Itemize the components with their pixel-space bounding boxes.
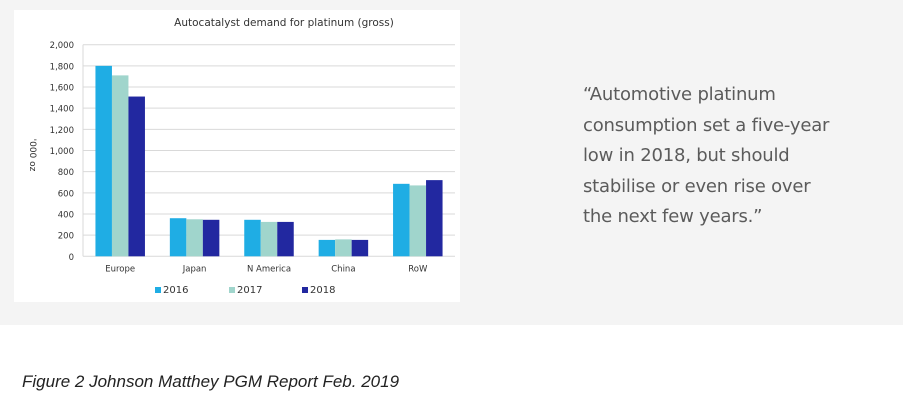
bar-n-america-2016 xyxy=(244,219,261,257)
chart-title: Autocatalyst demand for platinum (gross) xyxy=(174,17,394,29)
y-tick-label: 1,000 xyxy=(50,147,74,157)
legend-swatch-2017 xyxy=(229,287,235,293)
bar-n-america-2017 xyxy=(260,221,278,257)
bar-europe-2016 xyxy=(95,65,112,257)
quote-line: low in 2018, but should xyxy=(583,145,790,166)
x-tick-label: N America xyxy=(247,264,291,274)
bar-row-2018 xyxy=(426,180,443,257)
bar-china-2017 xyxy=(335,239,352,257)
y-tick-label: 1,400 xyxy=(50,105,74,115)
bar-chart: Autocatalyst demand for platinum (gross)… xyxy=(27,17,455,296)
bar-n-america-2018 xyxy=(277,221,294,257)
x-tick-label: Japan xyxy=(182,264,207,274)
y-tick-label: 1,800 xyxy=(50,62,74,72)
y-tick-label: 400 xyxy=(58,210,74,220)
chart-panel: Autocatalyst demand for platinum (gross)… xyxy=(14,10,460,302)
quote-line: the next few years.” xyxy=(583,206,763,227)
legend-label: 2018 xyxy=(310,285,335,296)
legend-label: 2017 xyxy=(237,285,262,296)
bar-china-2016 xyxy=(318,239,336,257)
legend-label: 2016 xyxy=(163,285,188,296)
bar-row-2016 xyxy=(393,183,410,257)
x-tick-label: China xyxy=(331,264,355,274)
y-tick-label: 200 xyxy=(58,232,74,242)
y-tick-label: 1,200 xyxy=(50,126,74,136)
y-tick-label: 2,000 xyxy=(50,41,74,51)
legend-swatch-2016 xyxy=(155,287,161,293)
bar-japan-2016 xyxy=(169,218,187,257)
legend-swatch-2018 xyxy=(302,287,308,293)
pull-quote: “Automotive platinum consumption set a f… xyxy=(583,80,829,233)
bar-japan-2017 xyxy=(186,219,203,257)
bar-china-2018 xyxy=(351,239,369,257)
y-tick-label: 1,600 xyxy=(50,84,74,94)
x-tick-label: Europe xyxy=(105,264,135,274)
y-axis-label: '000 oz xyxy=(27,139,37,172)
figure-caption: Figure 2 Johnson Matthey PGM Report Feb.… xyxy=(22,372,400,391)
y-tick-label: 0 xyxy=(69,253,74,263)
quote-line: consumption set a five-year xyxy=(583,114,830,136)
bar-japan-2018 xyxy=(202,219,220,257)
bar-europe-2018 xyxy=(128,96,145,257)
x-tick-label: RoW xyxy=(408,264,428,274)
y-tick-label: 600 xyxy=(58,189,74,199)
bar-row-2017 xyxy=(409,185,427,257)
quote-line: stabilise or even rise over xyxy=(583,175,811,197)
y-tick-label: 800 xyxy=(58,168,74,178)
bar-europe-2017 xyxy=(111,75,129,257)
quote-line: “Automotive platinum xyxy=(583,84,776,105)
